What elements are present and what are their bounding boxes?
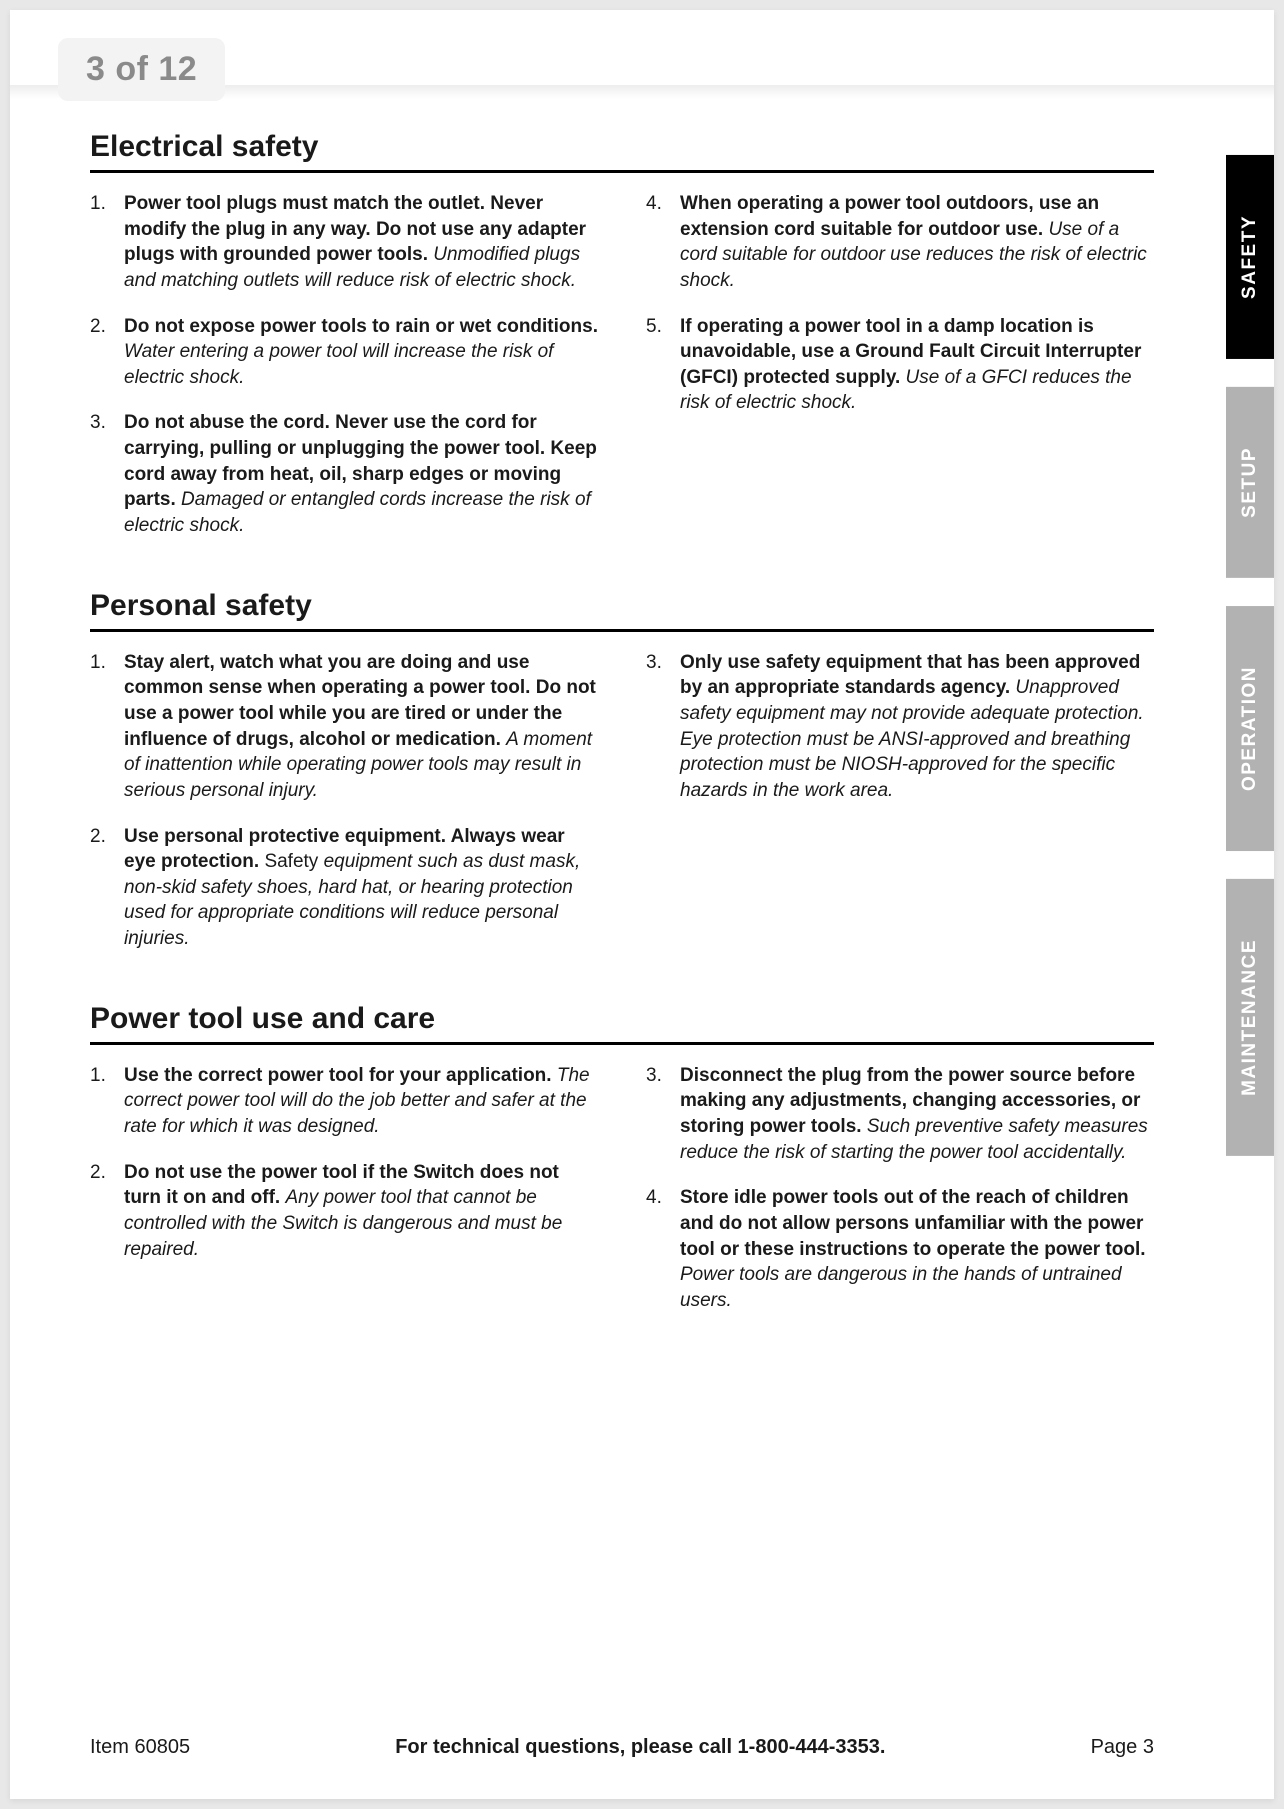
list-item: Use personal protective equipment. Alway… bbox=[90, 824, 598, 952]
list-item-italic: Damaged or entangled cords increase the … bbox=[124, 489, 591, 536]
list-item-bold: When operating a power tool outdoors, us… bbox=[680, 193, 1099, 240]
tab-maintenance[interactable]: MAINTENANCE bbox=[1226, 879, 1274, 1156]
list-item-italic: Water entering a power tool will increas… bbox=[124, 341, 553, 388]
tab-safety[interactable]: SAFETY bbox=[1226, 155, 1274, 359]
tab-operation[interactable]: OPERATION bbox=[1226, 606, 1274, 851]
list-item: Do not use the power tool if the Switch … bbox=[90, 1160, 598, 1263]
list-item-bold: Store idle power tools out of the reach … bbox=[680, 1187, 1146, 1259]
list-item: Store idle power tools out of the reach … bbox=[646, 1185, 1154, 1313]
list-item: Only use safety equipment that has been … bbox=[646, 650, 1154, 804]
list-item-italic: Power tools are dangerous in the hands o… bbox=[680, 1264, 1122, 1311]
list-item: Do not abuse the cord. Never use the cor… bbox=[90, 410, 598, 538]
section: Electrical safety Power tool plugs must m… bbox=[90, 130, 1154, 559]
page-footer: Item 60805 For technical questions, plea… bbox=[90, 1736, 1154, 1759]
list-item-bold: Do not expose power tools to rain or wet… bbox=[124, 316, 598, 337]
section-title: Personal safety bbox=[90, 589, 1154, 632]
list-item-bold: Use the correct power tool for your appl… bbox=[124, 1065, 552, 1086]
footer-item-number: Item 60805 bbox=[90, 1736, 190, 1759]
list-item-plain: Safety bbox=[264, 851, 323, 872]
section-title: Power tool use and care bbox=[90, 1002, 1154, 1045]
section-title: Electrical safety bbox=[90, 130, 1154, 173]
page-content: Electrical safety Power tool plugs must m… bbox=[10, 10, 1274, 1404]
section: Personal safety Stay alert, watch what yo… bbox=[90, 589, 1154, 972]
manual-page: 3 of 12 SAFETYSETUPOPERATIONMAINTENANCE … bbox=[10, 10, 1274, 1799]
list-item: When operating a power tool outdoors, us… bbox=[646, 191, 1154, 294]
section: Power tool use and care Use the correct p… bbox=[90, 1002, 1154, 1334]
list-item: Power tool plugs must match the outlet. … bbox=[90, 191, 598, 294]
list-item: Stay alert, watch what you are doing and… bbox=[90, 650, 598, 804]
side-tabs: SAFETY SETUP OPERATION MAINTENANCE bbox=[1226, 155, 1274, 1156]
list-item: Do not expose power tools to rain or wet… bbox=[90, 314, 598, 391]
tab-setup[interactable]: SETUP bbox=[1226, 387, 1274, 578]
footer-page-number: Page 3 bbox=[1091, 1736, 1154, 1759]
page-indicator-badge: 3 of 12 bbox=[58, 38, 225, 101]
footer-support-text: For technical questions, please call 1-8… bbox=[395, 1736, 885, 1759]
list-item: Disconnect the plug from the power sourc… bbox=[646, 1063, 1154, 1166]
list-item: If operating a power tool in a damp loca… bbox=[646, 314, 1154, 417]
list-item: Use the correct power tool for your appl… bbox=[90, 1063, 598, 1140]
